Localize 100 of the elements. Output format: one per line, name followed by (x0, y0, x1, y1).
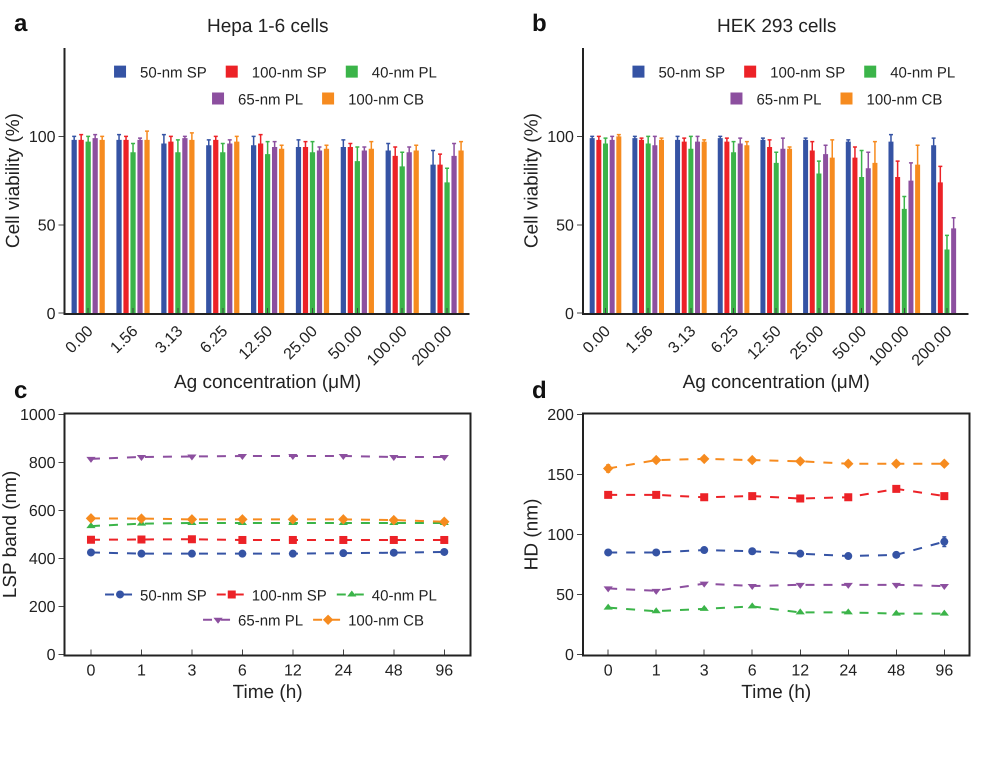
point (137, 550, 146, 558)
y-tick-label: 200 (547, 407, 574, 424)
bar (590, 138, 595, 314)
point (700, 546, 708, 554)
x-tick-label: 0.00 (62, 322, 97, 357)
bar (682, 142, 687, 314)
point (339, 549, 348, 558)
y-tick-label: 50 (38, 217, 56, 234)
legend-label: 100-nm SP (252, 587, 327, 604)
point (650, 454, 662, 466)
legend-label: 50-nm SP (658, 64, 726, 82)
bar (632, 138, 638, 314)
point (238, 536, 246, 544)
x-tick-label: 3 (700, 662, 709, 680)
x-tick-label: 1 (136, 662, 146, 680)
point (86, 513, 96, 524)
point (388, 514, 399, 526)
x-tick-label: 0 (604, 662, 613, 680)
x-axis-title: Ag concentration (μM) (682, 372, 870, 393)
text: a (14, 10, 28, 37)
legend-label: 65-nm PL (238, 91, 304, 108)
x-tick-label: 0.00 (580, 322, 614, 357)
x-tick-label: 48 (384, 662, 403, 680)
point (86, 536, 95, 544)
point (338, 514, 349, 525)
chart-title: HEK 293 cells (717, 16, 836, 37)
x-tick-label: 96 (435, 662, 454, 680)
x-tick-label: 24 (334, 662, 352, 680)
x-tick-label: 3.13 (152, 322, 186, 357)
point (602, 463, 614, 474)
point (440, 548, 448, 556)
x-tick-label: 3 (187, 662, 196, 680)
legend-label: 100-nm SP (770, 64, 846, 82)
point (892, 484, 900, 493)
bar (92, 138, 98, 314)
point (699, 454, 710, 464)
point (339, 536, 348, 544)
y-axis-title: LSP band (nm) (0, 470, 21, 598)
x-tick-label: 6.25 (197, 322, 232, 357)
y-tick-label: 400 (28, 551, 56, 568)
y-tick-label: 0 (46, 647, 56, 664)
y-tick-label: 1000 (20, 407, 56, 424)
bar (213, 140, 218, 314)
bar (724, 142, 730, 314)
point (748, 547, 756, 556)
bar (324, 148, 330, 314)
point (939, 458, 950, 469)
x-tick-label: 24 (839, 662, 858, 680)
bar (744, 145, 750, 314)
y-tick-label: 600 (28, 503, 56, 520)
bar (137, 140, 143, 314)
point (844, 493, 852, 502)
x-tick-label: 12 (791, 662, 810, 680)
x-tick-label: 6 (238, 662, 247, 680)
bar (760, 140, 766, 314)
point (700, 493, 708, 502)
point (288, 550, 297, 558)
point (188, 535, 196, 544)
bar (278, 148, 284, 314)
legend-label: 100-nm SP (252, 64, 327, 82)
text: d (532, 377, 547, 404)
point (604, 548, 612, 556)
point (843, 458, 854, 469)
point (652, 548, 660, 556)
x-axis-title: Ag concentration (μM) (174, 372, 362, 393)
y-tick-label: 150 (547, 467, 574, 484)
y-tick-label: 50 (556, 587, 574, 604)
point (891, 458, 902, 469)
bar (702, 142, 707, 314)
legend-label: 100-nm CB (348, 91, 424, 108)
point (390, 548, 398, 557)
legend-label: 40-nm PL (372, 587, 437, 604)
point (747, 454, 758, 466)
bar (72, 140, 77, 314)
text: b (532, 10, 547, 37)
chart-title: Hepa 1-6 cells (207, 16, 328, 37)
x-tick-label: 0 (86, 662, 96, 680)
y-tick-label: 100 (547, 527, 574, 544)
x-tick-label: 48 (887, 662, 906, 680)
y-tick-label: 50 (556, 217, 574, 234)
point (137, 535, 146, 544)
bar (596, 140, 602, 314)
x-tick-label: 6.25 (708, 322, 742, 357)
point (796, 550, 804, 558)
legend-label: 50-nm SP (140, 587, 207, 604)
legend-label: 40-nm PL (372, 64, 437, 82)
point (186, 514, 198, 525)
point (604, 490, 612, 499)
x-tick-label: 12 (284, 662, 302, 680)
y-axis-title: Cell viability (%) (3, 113, 24, 248)
bar (659, 140, 664, 314)
point (136, 513, 147, 524)
point (796, 494, 804, 502)
bar (100, 140, 105, 314)
point (238, 550, 246, 558)
bar (675, 140, 680, 314)
y-tick-label: 100 (547, 128, 574, 146)
y-tick-label: 0 (565, 647, 574, 664)
bar (348, 146, 353, 314)
point (844, 552, 852, 560)
